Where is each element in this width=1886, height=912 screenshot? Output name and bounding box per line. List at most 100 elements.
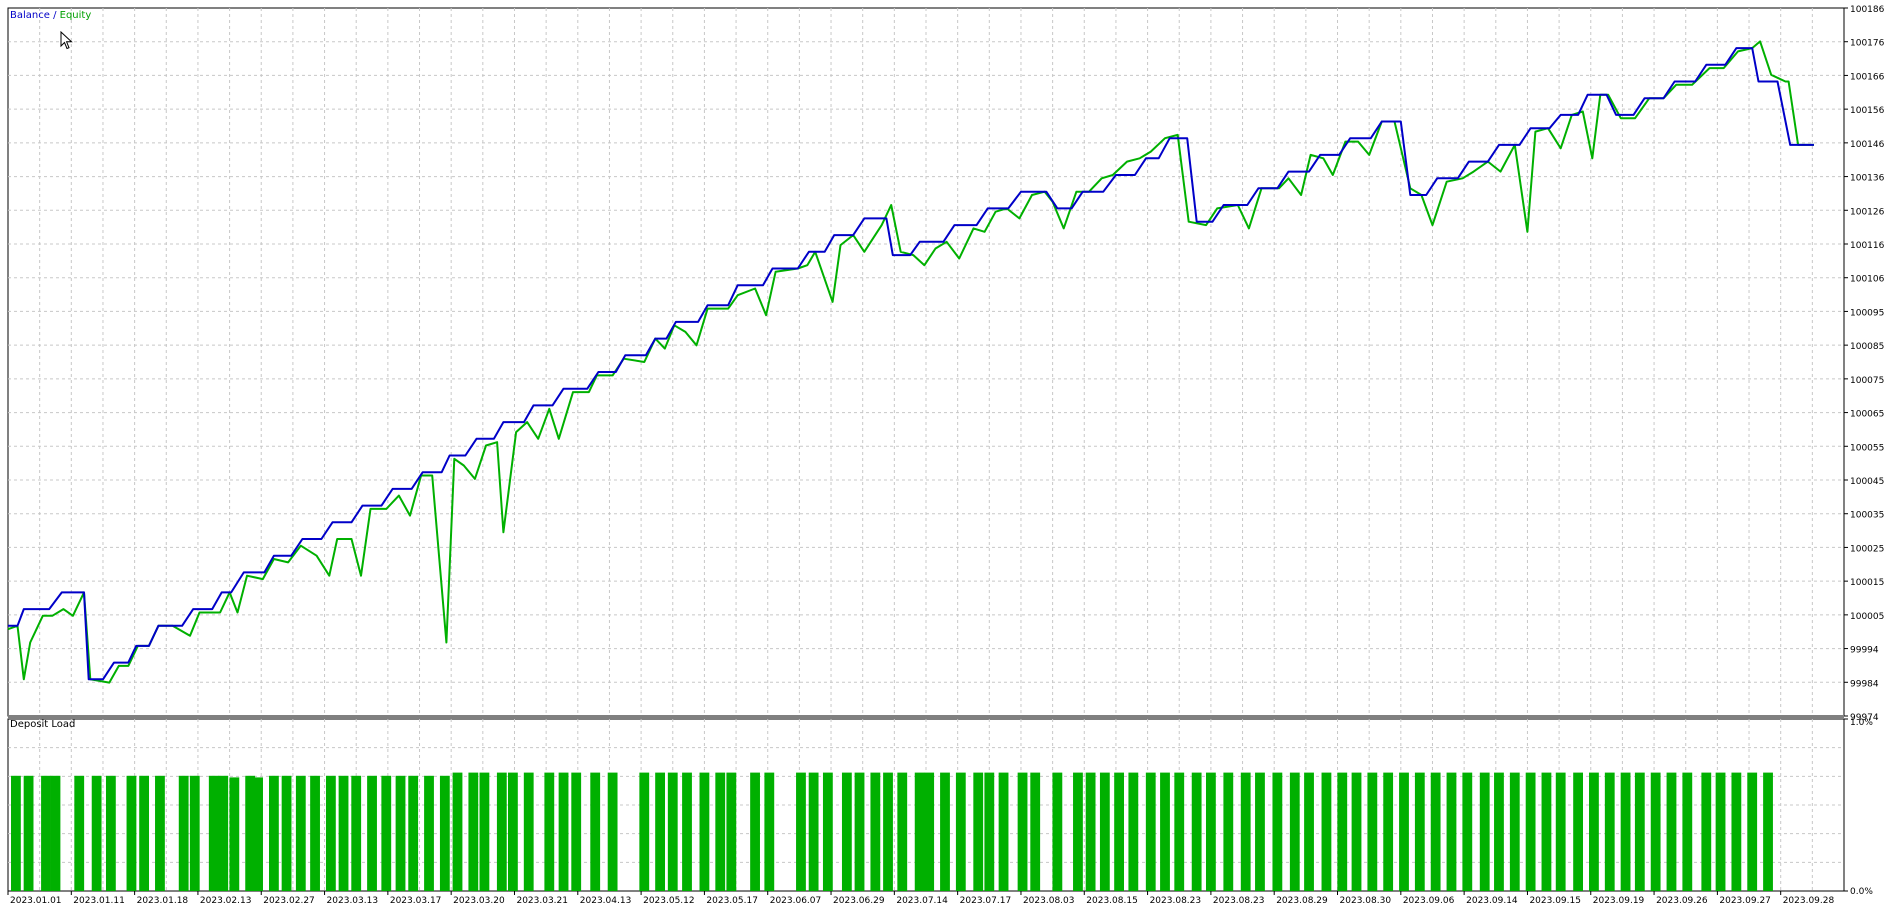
- deposit-load-bar: [1494, 772, 1504, 891]
- deposit-load-bar: [155, 775, 165, 891]
- deposit-load-bar: [281, 775, 292, 891]
- deposit-load-bar: [408, 775, 419, 891]
- deposit-load-bar: [1509, 772, 1520, 891]
- deposit-load-bar: [479, 772, 490, 891]
- deposit-load-bar: [439, 775, 450, 891]
- deposit-load-bar: [1462, 772, 1473, 891]
- deposit-load-bar: [1205, 772, 1216, 891]
- x-tick-label: 2023.01.11: [73, 896, 125, 906]
- deposit-load-bar: [189, 775, 200, 891]
- sub-y-tick-label: 0.0%: [1850, 887, 1873, 897]
- deposit-load-bar: [571, 772, 582, 891]
- deposit-load-bar: [105, 775, 116, 891]
- deposit-load-bar: [91, 775, 102, 891]
- deposit-load-bar: [682, 772, 692, 891]
- deposit-load-bar: [208, 775, 219, 891]
- x-tick-label: 2023.09.26: [1656, 896, 1708, 906]
- x-tick-label: 2023.08.30: [1340, 896, 1392, 906]
- deposit-load-bar: [507, 772, 518, 891]
- y-tick-label: 100146: [1850, 140, 1885, 150]
- deposit-load-bar: [50, 775, 61, 891]
- deposit-load-bar: [955, 772, 966, 891]
- deposit-load-bar: [808, 772, 819, 891]
- chart-legend: Balance / Equity: [10, 10, 91, 21]
- deposit-load-bar: [1017, 772, 1028, 891]
- x-tick-label: 2023.01.01: [10, 896, 62, 906]
- deposit-load-bar: [1604, 772, 1615, 891]
- x-tick-label: 2023.03.17: [390, 896, 442, 906]
- y-tick-label: 100055: [1850, 443, 1884, 453]
- deposit-load-bar: [607, 772, 618, 891]
- deposit-load-bar: [854, 772, 865, 891]
- legend-separator: /: [53, 10, 57, 21]
- deposit-load-bar: [1620, 772, 1631, 891]
- y-tick-label: 100186: [1850, 5, 1885, 15]
- deposit-load-bar: [1383, 772, 1394, 891]
- deposit-load-bar: [351, 775, 362, 891]
- deposit-load-bar: [870, 772, 881, 891]
- mouse-pointer-icon: [60, 31, 73, 50]
- y-tick-label: 100156: [1850, 106, 1885, 116]
- deposit-load-bar: [841, 772, 852, 891]
- deposit-load-bar: [139, 775, 150, 891]
- x-tick-label: 2023.07.17: [960, 896, 1012, 906]
- deposit-load-bar: [1085, 772, 1096, 891]
- deposit-load-bar: [178, 775, 189, 891]
- legend-balance: Balance: [10, 10, 50, 21]
- deposit-load-bar: [1731, 772, 1742, 891]
- y-tick-label: 100136: [1850, 174, 1885, 184]
- deposit-load-bar: [1174, 772, 1185, 891]
- deposit-load-bar: [325, 775, 336, 891]
- x-tick-label: 2023.02.27: [263, 896, 315, 906]
- deposit-load-bar: [699, 772, 710, 891]
- deposit-load-bar: [558, 772, 569, 891]
- deposit-load-bar: [1128, 772, 1139, 891]
- y-tick-label: 100085: [1850, 342, 1884, 352]
- deposit-load-bar: [914, 772, 925, 891]
- deposit-load-bar: [1304, 772, 1314, 891]
- y-tick-label: 100095: [1850, 308, 1884, 318]
- y-tick-label: 100015: [1850, 578, 1884, 588]
- y-tick-label: 99984: [1850, 679, 1879, 689]
- deposit-load-bar: [126, 775, 137, 891]
- x-tick-label: 2023.06.07: [770, 896, 822, 906]
- y-tick-label: 100045: [1850, 477, 1884, 487]
- deposit-load-bar: [1589, 772, 1599, 891]
- deposit-load-bar: [667, 772, 678, 891]
- deposit-load-bar: [1541, 772, 1552, 891]
- sub-y-tick-label: 1.0%: [1850, 718, 1873, 728]
- y-tick-label: 99974: [1850, 713, 1879, 723]
- y-tick-label: 100166: [1850, 72, 1885, 82]
- x-tick-label: 2023.08.29: [1276, 896, 1328, 906]
- deposit-load-bar: [1414, 772, 1425, 891]
- x-tick-label: 2023.05.12: [643, 896, 695, 906]
- deposit-load-bar: [295, 775, 306, 891]
- deposit-load-bar: [245, 775, 256, 891]
- series-line-equity: [7, 40, 1814, 684]
- x-tick-label: 2023.08.15: [1086, 896, 1138, 906]
- deposit-load-bar: [1634, 772, 1645, 891]
- deposit-load-bar: [310, 775, 320, 891]
- deposit-load-bar: [590, 772, 601, 891]
- y-tick-label: 99994: [1850, 646, 1879, 656]
- deposit-load-bar: [1052, 772, 1063, 891]
- deposit-load-bar: [1145, 772, 1156, 891]
- x-tick-label: 2023.08.23: [1213, 896, 1265, 906]
- deposit-load-bar: [381, 775, 392, 891]
- deposit-load-bar: [822, 772, 833, 891]
- deposit-load-bar: [424, 775, 434, 891]
- deposit-load-title: Deposit Load: [10, 719, 76, 730]
- deposit-load-bar: [1255, 772, 1265, 891]
- y-tick-label: 100035: [1850, 511, 1884, 521]
- y-tick-label: 100075: [1850, 376, 1884, 386]
- series-line-balance: [8, 47, 1814, 681]
- deposit-load-bar: [74, 775, 85, 891]
- deposit-load-bar: [1715, 772, 1726, 891]
- legend-equity: Equity: [59, 10, 92, 21]
- deposit-load-bar: [1763, 772, 1773, 891]
- deposit-load-bar: [1367, 772, 1378, 891]
- deposit-load-bar: [468, 772, 479, 891]
- deposit-load-bar: [1666, 772, 1677, 891]
- deposit-load-bar: [523, 772, 534, 891]
- x-tick-label: 2023.03.20: [453, 896, 505, 906]
